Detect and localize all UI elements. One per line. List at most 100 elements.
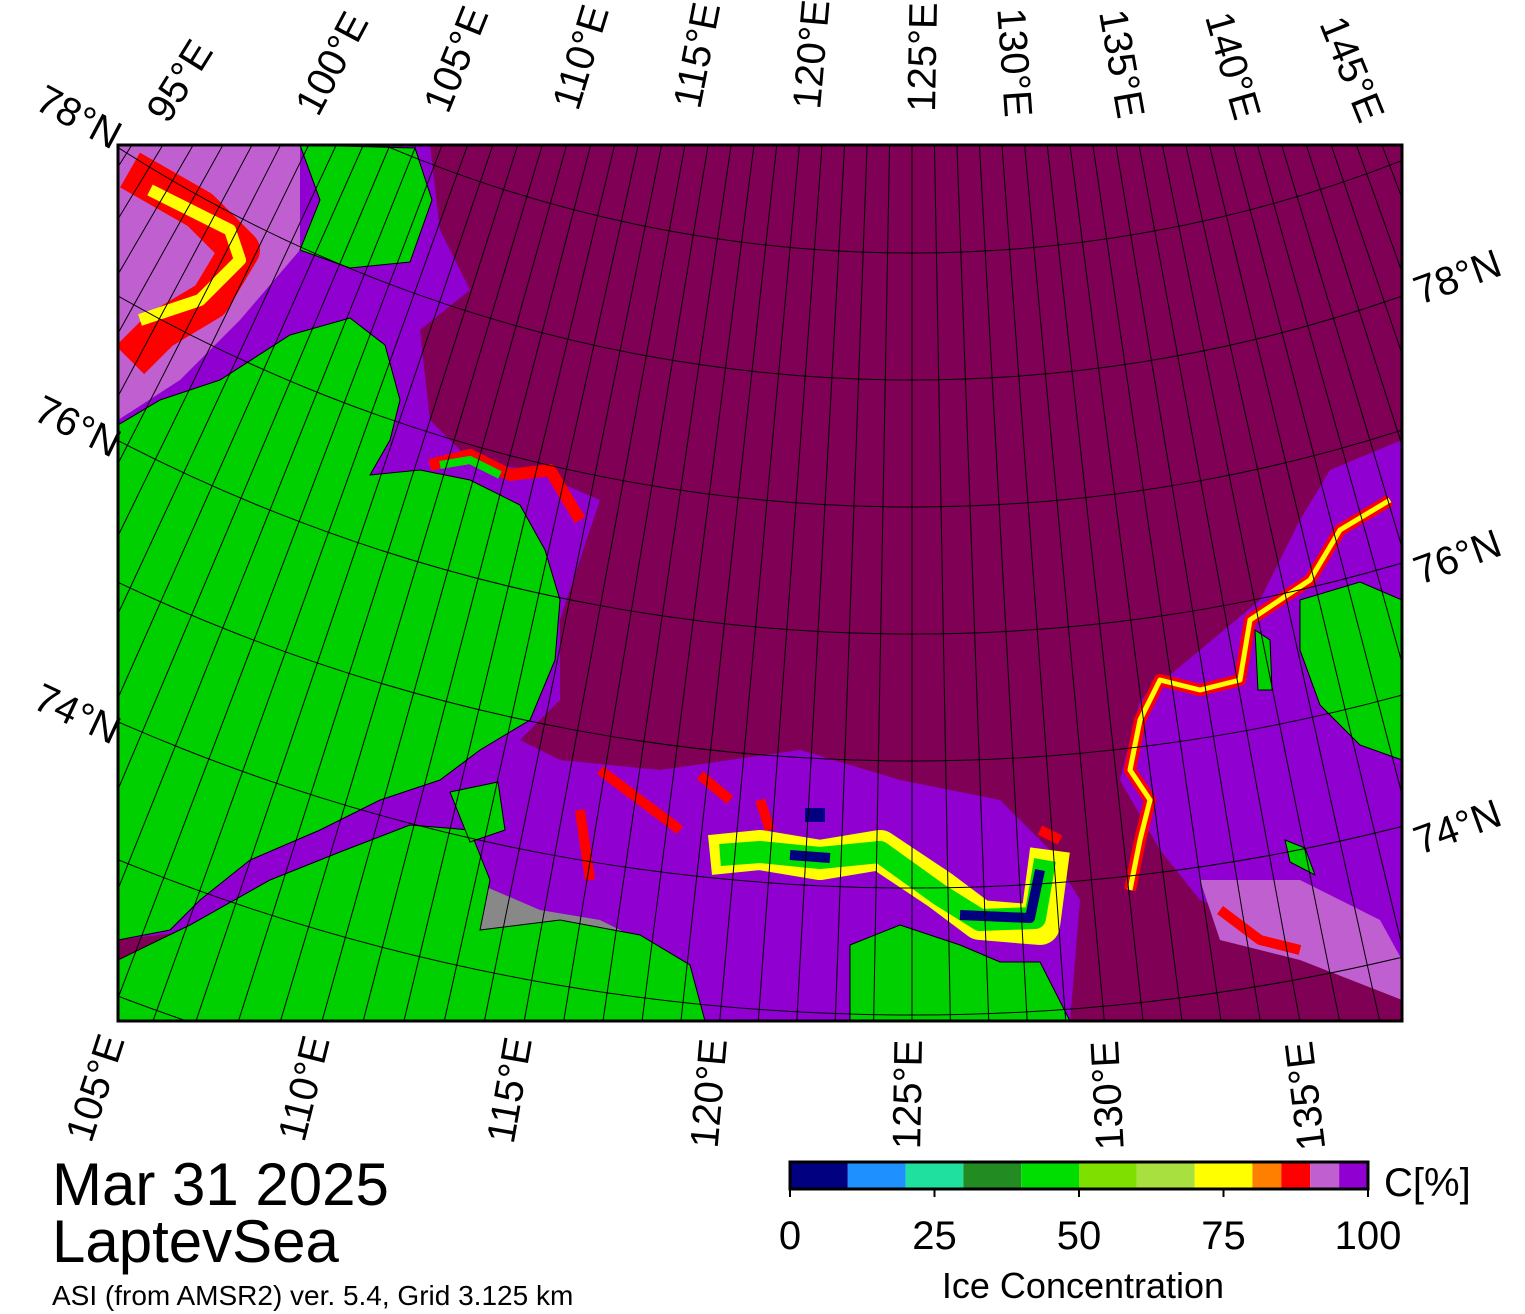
meridian [118,145,443,1000]
meridian [362,145,592,1021]
meridian [118,145,282,465]
caption: ASI (from AMSR2) ver. 5.4, Grid 3.125 km [52,1280,573,1311]
meridian [403,145,616,1021]
lon-label: 125°E [900,2,946,112]
meridian [1256,145,1402,665]
meridian [1161,145,1341,1021]
meridian [1399,0,1525,1005]
colorbar-tick-label: 50 [1057,1214,1102,1258]
meridian [152,145,469,1021]
right-labels: 78°N 76°N 74°N [1408,242,1507,864]
ice-edges [118,152,1394,955]
lon-label: 115°E [479,1034,541,1146]
lon-label: 130°E [988,6,1040,118]
meridian [563,145,709,1021]
lat-label: 74°N [1408,792,1507,864]
meridian [978,145,1028,1021]
lat-label: 76°N [28,387,128,466]
colorbar-tick-label: 0 [779,1214,801,1258]
meridian [1281,145,1402,550]
colorbar-segment [1194,1162,1253,1189]
colorbar-segment [1136,1162,1195,1189]
meridian [1046,145,1144,1021]
lon-label: 125°E [885,1039,931,1149]
colorbar-tick-label: 100 [1335,1214,1402,1258]
meridian [1092,145,1222,1021]
meridian [1069,145,1183,1021]
colorbar-segment [1021,1162,1079,1189]
lat-label: 74°N [27,676,127,754]
colorbar-segment [790,1162,848,1189]
meridian [1001,145,1067,1021]
lon-label: 135°E [1090,6,1152,121]
meridian [118,145,310,538]
lon-label: 120°E [785,0,838,111]
colorbar-segment [1339,1162,1368,1189]
meridian [956,145,990,1021]
lon-label: 100°E [287,5,377,122]
parallel [0,0,1525,126]
meridian [279,145,543,1021]
lon-label: 105°E [58,1029,134,1147]
region: LaptevSea [52,1208,340,1275]
meridian [118,145,337,616]
colorbar-segment [1079,1162,1137,1189]
meridian [680,145,778,1021]
map-frame [116,143,1404,1023]
meridian [321,145,568,1021]
land [118,145,1402,1021]
meridian [1024,145,1105,1021]
meridian [719,145,800,1021]
lon-label: 105°E [416,0,498,118]
meridian [757,145,823,1021]
meridian [1232,145,1402,797]
lon-label: 120°E [683,1037,736,1150]
top-labels: 95°E 100°E 105°E 110°E 115°E 120°E 125°E… [138,0,1392,130]
colorbar-label: Ice Concentration [942,1265,1224,1306]
colorbar-segment [1310,1162,1340,1189]
colorbar: 0 25 50 75 100 [779,1160,1402,1258]
meridian [1115,145,1261,1021]
lat-label: 78°N [1408,242,1507,314]
colorbar-segment [1281,1162,1311,1189]
colorbar-segment [905,1162,964,1189]
meridian [1208,145,1402,949]
parallel [383,145,1402,254]
meridian [237,145,519,1021]
lon-label: 140°E [1196,7,1268,124]
colorbar-unit: C[%] [1384,1161,1471,1205]
lon-label: 130°E [1083,1040,1133,1152]
date: Mar 31 2025 [52,1151,389,1218]
parallel [118,146,1402,381]
left-labels: 78°N 76°N 74°N [27,77,128,753]
meridian [834,145,868,1021]
meridian [1383,0,1525,1025]
lat-label: 78°N [29,77,129,158]
meridian [483,145,663,1021]
colorbar-tick-label: 75 [1201,1214,1246,1258]
lon-label: 115°E [666,0,730,112]
meridian [118,145,364,700]
meridian [1185,145,1381,1021]
lon-label: 110°E [545,0,618,115]
meridian [1138,145,1301,1021]
lat-label: 76°N [1408,522,1507,594]
colorbar-segment [1252,1162,1282,1189]
meridian [118,145,417,891]
meridian [873,145,891,1021]
colorbar-segment [963,1162,1022,1189]
lon-label: 110°E [270,1032,338,1146]
meridian [933,145,951,1021]
colorbar-segment [847,1162,906,1189]
meridian [796,145,846,1021]
parallel [118,295,1402,508]
meridian [443,145,639,1021]
meridian [118,145,391,791]
meridian [523,145,686,1021]
meridian [195,145,494,1021]
lon-label: 95°E [138,33,222,130]
bottom-labels: 105°E 110°E 115°E 120°E 125°E 130°E 135°… [58,1029,1334,1153]
colorbar-tick-label: 25 [912,1214,957,1258]
